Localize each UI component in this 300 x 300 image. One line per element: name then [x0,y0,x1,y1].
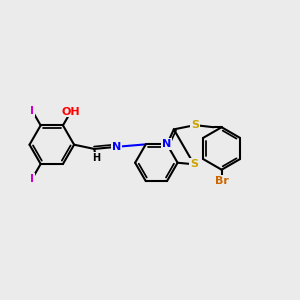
Text: I: I [30,174,34,184]
Text: S: S [191,120,199,130]
Text: Br: Br [215,176,229,186]
Text: N: N [162,140,172,149]
Text: S: S [190,159,198,169]
Text: OH: OH [61,106,80,117]
Text: N: N [112,142,121,152]
Text: I: I [30,106,34,116]
Text: H: H [92,153,100,163]
